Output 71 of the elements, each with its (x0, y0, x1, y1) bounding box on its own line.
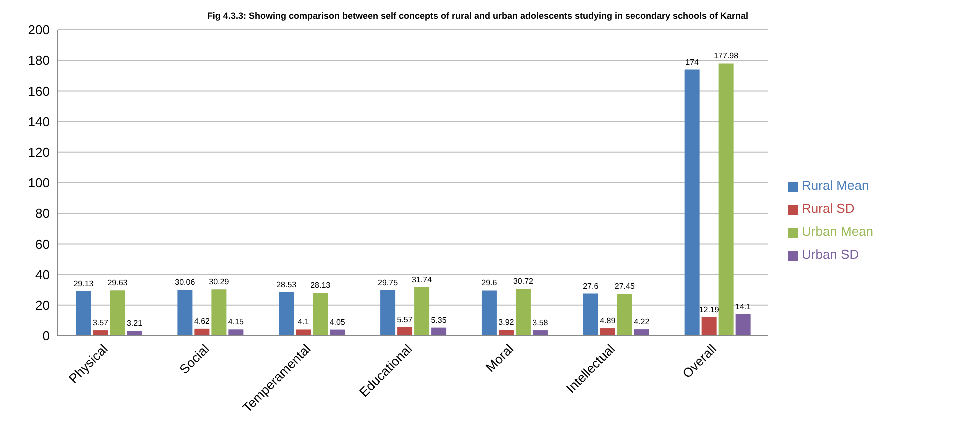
bar (76, 291, 92, 336)
data-label: 3.92 (498, 318, 515, 327)
bar (684, 70, 700, 336)
data-label: 5.57 (397, 315, 414, 324)
legend-label: Rural Mean (802, 178, 870, 193)
data-label: 4.1 (298, 318, 310, 327)
data-label: 4.22 (634, 318, 650, 327)
bar (212, 290, 227, 336)
data-label: 29.63 (108, 278, 128, 288)
bar (702, 317, 717, 336)
bar (279, 292, 294, 336)
legend-label: Rural SD (802, 201, 855, 216)
bar (617, 294, 632, 336)
data-label: 4.05 (330, 318, 346, 327)
y-tick-label: 160 (28, 84, 50, 99)
data-label: 12.19 (699, 305, 720, 314)
data-label: 174 (686, 58, 700, 67)
bar (178, 290, 193, 336)
data-label: 4.62 (194, 316, 211, 326)
bar (380, 290, 396, 336)
data-label: 30.72 (513, 277, 534, 286)
bar (718, 64, 734, 336)
y-tick-label: 20 (36, 298, 50, 314)
data-label: 4.15 (228, 318, 245, 327)
bar (398, 327, 413, 336)
y-tick-label: 180 (28, 53, 50, 68)
bar (228, 330, 244, 336)
y-tick-label: 0 (42, 328, 50, 344)
y-tick-label: 40 (36, 267, 50, 282)
bar (498, 330, 514, 336)
data-label: 29.13 (74, 279, 94, 288)
data-label: 5.35 (431, 316, 448, 325)
legend-label: Urban Mean (802, 224, 874, 239)
bar (93, 330, 108, 336)
data-label: 28.13 (310, 280, 332, 290)
bar (127, 331, 142, 336)
y-tick-label: 60 (36, 236, 50, 252)
data-label: 29.6 (482, 278, 498, 288)
bar (482, 290, 497, 336)
y-tick-label: 100 (28, 176, 50, 191)
bar (414, 287, 430, 336)
y-tick-label: 200 (28, 22, 50, 38)
data-label: 3.57 (92, 318, 110, 328)
data-label: 30.06 (175, 278, 196, 288)
data-label: 3.21 (126, 319, 144, 328)
data-label: 28.53 (276, 280, 298, 290)
data-label: 14.1 (736, 302, 752, 312)
chart-title: Fig 4.3.3: Showing comparison between self concepts of rural and urban adolescents studying in secondary schools of Karnal (206, 10, 750, 23)
bar (296, 330, 312, 336)
data-label: 30.29 (209, 278, 230, 287)
y-tick-label: 80 (36, 206, 50, 222)
data-label: 29.75 (378, 278, 399, 288)
bar (516, 289, 531, 336)
y-tick-label: 140 (28, 114, 50, 130)
bar (583, 294, 598, 336)
bar (634, 330, 650, 336)
bar (736, 314, 751, 336)
data-label: 177.98 (714, 52, 740, 61)
data-label: 27.45 (614, 282, 636, 291)
data-label: 3.58 (532, 318, 549, 328)
data-label: 4.89 (600, 316, 616, 326)
data-label: 27.6 (583, 282, 600, 291)
bar (194, 328, 210, 336)
legend-label: Urban SD (802, 247, 860, 262)
y-tick-label: 120 (28, 145, 50, 160)
bar (432, 328, 447, 336)
data-label: 31.74 (412, 275, 433, 284)
bar (110, 290, 126, 336)
bar (532, 330, 548, 336)
bar (600, 328, 616, 336)
bar (313, 292, 328, 336)
